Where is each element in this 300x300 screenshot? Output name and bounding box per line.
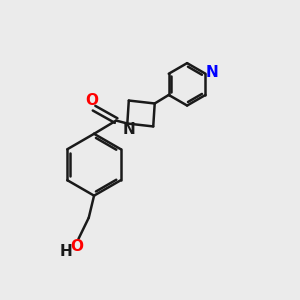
Text: H: H xyxy=(60,244,73,259)
Text: N: N xyxy=(206,65,218,80)
Text: N: N xyxy=(122,122,135,137)
Text: O: O xyxy=(85,93,98,108)
Text: O: O xyxy=(70,239,83,254)
